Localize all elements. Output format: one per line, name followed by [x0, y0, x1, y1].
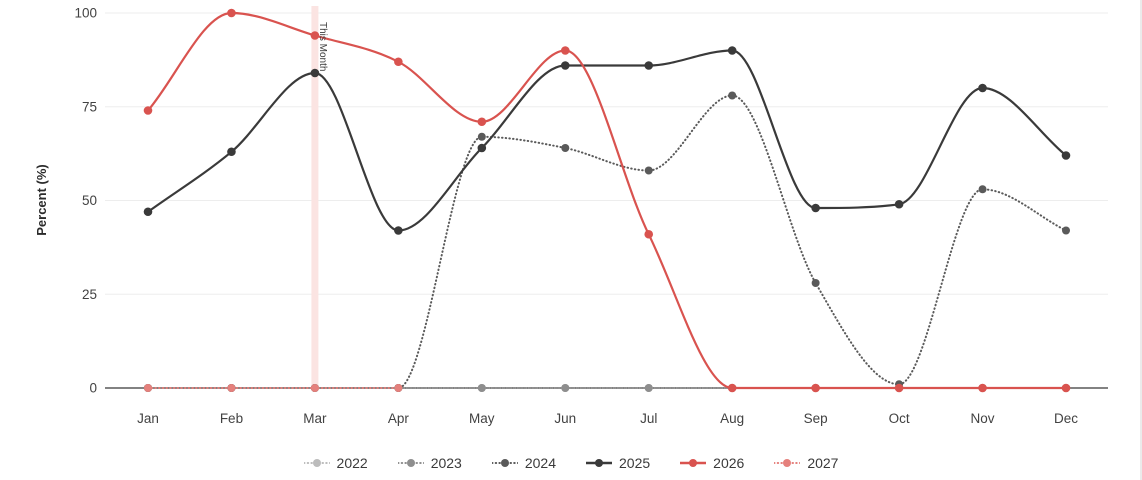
legend-item-2022[interactable]: 2022 [303, 455, 368, 471]
data-point-2023-May [477, 384, 486, 392]
right-edge-border [1140, 0, 1142, 480]
x-tick-label-Feb: Feb [220, 411, 243, 426]
x-tick-label-Mar: Mar [303, 411, 327, 426]
legend-dot [595, 459, 603, 467]
data-point-2026-Aug [727, 383, 737, 393]
data-point-2024-Aug [728, 91, 737, 100]
x-tick-label-Apr: Apr [388, 411, 410, 426]
data-point-2024-Sep [811, 279, 820, 287]
legend-label: 2022 [336, 455, 368, 471]
legend-marker-dotted-icon [491, 459, 518, 467]
data-point-2027-Apr [394, 384, 403, 392]
data-point-2026-Jan [143, 106, 153, 115]
this-month-band [311, 6, 319, 385]
data-point-2026-Sep [811, 383, 820, 393]
legend-dot [783, 459, 792, 467]
annotation-layer [105, 6, 1108, 389]
data-point-2025-Jun [560, 61, 570, 70]
data-point-2025-Jul [644, 61, 654, 70]
legend-marker-dotted-icon [303, 459, 330, 467]
data-point-2025-Feb [227, 147, 236, 157]
annotation-label-layer: This Month [317, 22, 328, 71]
legend-marker-dotted-icon [774, 459, 801, 467]
legend-dot [312, 459, 321, 467]
data-point-2026-Nov [978, 383, 987, 393]
line-chart-canvas: 0 25 50 75 100 Jan Feb Mar Apr May Jun Jul Aug Sep Oct… [34, 6, 1108, 427]
data-point-2025-Mar [310, 68, 320, 78]
data-point-2023-Jul [644, 384, 653, 392]
x-tick-label-Sep: Sep [804, 411, 828, 426]
data-point-2025-Sep [811, 203, 820, 213]
x-tick-label-Jan: Jan [137, 411, 159, 426]
legend-dot [500, 459, 509, 467]
legend-label: 2024 [524, 455, 556, 471]
data-point-2025-Dec [1061, 151, 1071, 160]
data-point-2026-May [477, 117, 487, 127]
this-month-label: This Month [317, 22, 328, 71]
gridlines-layer [105, 12, 1108, 295]
chart-legend: 2022 2023 2024 2025 2026 2027 [0, 450, 1142, 476]
data-point-2027-Feb [227, 384, 236, 392]
x-tick-label-Dec: Dec [1054, 411, 1078, 426]
y-tick-label: 25 [82, 287, 97, 302]
legend-item-2023[interactable]: 2023 [397, 455, 462, 471]
series-line-2025 [147, 49, 1067, 232]
data-point-2025-Aug [727, 46, 737, 55]
legend-item-2024[interactable]: 2024 [491, 455, 556, 471]
data-point-2026-Mar [310, 31, 320, 40]
data-point-2026-Jun [560, 46, 570, 55]
data-point-2025-Jan [143, 207, 153, 217]
data-point-2027-Mar [310, 384, 319, 392]
data-point-2024-May [477, 132, 486, 141]
legend-label: 2027 [807, 455, 839, 471]
x-tick-label-Jun: Jun [554, 411, 576, 426]
data-point-2025-Oct [894, 199, 904, 209]
y-axis-title: Percent (%) [34, 164, 49, 236]
legend-item-2027[interactable]: 2027 [774, 456, 838, 470]
y-tick-label: 50 [82, 193, 97, 208]
data-point-2025-May [477, 143, 487, 153]
x-tick-label-Oct: Oct [889, 411, 910, 426]
x-tick-label-Jul: Jul [640, 411, 657, 426]
legend-label: 2025 [619, 455, 651, 471]
legend-marker-solid-icon [586, 459, 612, 467]
axis-ticks-layer: 0 25 50 75 100 Jan Feb Mar Apr May Jun Jul Aug Sep Oct… [74, 6, 1078, 427]
y-tick-label: 0 [89, 381, 97, 396]
data-point-2024-Dec [1062, 226, 1070, 235]
data-point-2026-Oct [894, 383, 904, 393]
series-line-2024 [147, 94, 1067, 390]
legend-dot [689, 459, 698, 467]
x-tick-label-Nov: Nov [971, 411, 995, 426]
series-layer [143, 8, 1071, 393]
legend-item-2026[interactable]: 2026 [680, 456, 744, 470]
legend-marker-dotted-icon [397, 459, 424, 467]
data-point-2027-Jan [144, 384, 152, 392]
x-tick-label-May: May [469, 411, 495, 426]
legend-label: 2026 [713, 455, 745, 471]
data-point-2024-Jun [561, 144, 570, 152]
data-point-2025-Nov [978, 83, 987, 93]
data-point-2026-Apr [394, 57, 403, 67]
legend-marker-solid-icon [680, 459, 707, 467]
y-tick-label: 75 [82, 99, 97, 114]
y-tick-label: 100 [74, 6, 97, 21]
legend-label: 2023 [430, 455, 462, 471]
data-point-2025-Apr [394, 226, 403, 235]
data-point-2026-Jul [644, 229, 654, 239]
data-point-2023-Jun [561, 384, 570, 392]
data-point-2026-Dec [1061, 383, 1071, 393]
legend-dot [406, 459, 415, 467]
data-point-2026-Feb [227, 8, 236, 18]
data-point-2024-Jul [644, 166, 653, 175]
data-point-2024-Nov [978, 185, 987, 194]
x-tick-label-Aug: Aug [720, 411, 744, 426]
legend-item-2025[interactable]: 2025 [586, 456, 650, 470]
